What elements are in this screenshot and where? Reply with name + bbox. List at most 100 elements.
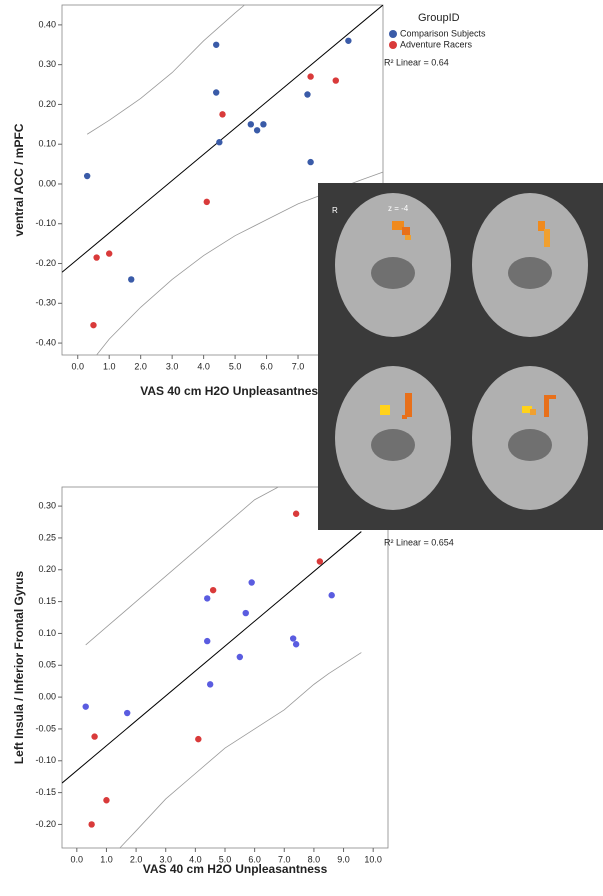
brain-panel: R z = -4 [318,183,603,530]
orientation-label: R [332,206,338,215]
plot-frame [61,4,384,356]
y-tick-label: 0.20 [38,564,56,574]
x-tick-label: 6.0 [260,361,273,371]
y-tick-label: 0.10 [38,628,56,638]
point [247,121,255,128]
y-axis-label: ventral ACC / mPFC [12,123,26,236]
point [91,733,98,740]
point [307,73,314,80]
x-tick-label: 7.0 [292,361,305,371]
r-squared-annotation: R² Linear = 0.64 [384,57,449,67]
point [248,579,255,586]
point [93,254,100,261]
x-tick-label: 8.0 [308,854,321,864]
x-axis-label: VAS 40 cm H2O Unpleasantness [143,862,328,876]
y-tick-label: 0.00 [38,178,56,188]
interval-line [85,487,279,646]
point [203,198,210,206]
point [124,709,131,717]
point [209,586,217,594]
point [304,91,311,98]
point [103,797,110,804]
fit-line [62,5,383,273]
x-tick-label: 3.0 [166,361,179,371]
interval-line [86,5,245,135]
x-tick-label: 2.0 [130,854,143,864]
y-tick-label: -0.40 [35,337,56,347]
point [242,609,249,617]
point [292,510,300,517]
x-tick-label: 1.0 [100,854,113,864]
point [204,637,211,645]
point [260,121,267,128]
point [292,641,300,648]
y-tick-label: 0.40 [38,19,56,29]
legend-title: GroupID [418,12,460,24]
x-tick-label: 4.0 [189,854,202,864]
y-tick-label: 0.05 [38,660,56,670]
interval-line [119,652,362,848]
point [332,77,339,84]
x-tick-label: 1.0 [103,361,116,371]
y-tick-label: -0.05 [35,723,56,733]
x-tick-label: 5.0 [229,361,242,371]
point [328,592,335,599]
y-axis-label: Left Insula / Inferior Frontal Gyrus [12,570,26,764]
x-tick-label: 2.0 [134,361,147,371]
chart: -0.20 -0.15 -0.10 -0.05 0.00 0.05 0.10 0.15 0.20… [12,486,454,876]
slice-label: z = -4 [388,204,409,213]
point [213,41,220,48]
r-squared-annotation: R² Linear = 0.654 [384,537,454,547]
point [106,250,113,257]
x-tick-label: 5.0 [219,854,232,864]
point [90,321,97,329]
point [195,735,202,743]
y-tick-label: -0.20 [35,819,56,829]
plot-area [62,5,383,355]
point [82,703,89,710]
x-tick-label: 7.0 [278,854,291,864]
brain-slices [335,193,588,510]
point [253,127,261,134]
legend-label: Adventure Racers [400,39,473,49]
point [88,821,95,828]
point [345,37,352,44]
point [289,635,297,642]
point [219,111,226,118]
y-tick-label: -0.30 [35,298,56,308]
point [204,595,211,602]
plot-area [62,487,362,848]
point [83,172,91,180]
point [316,558,324,565]
plot-frame [61,486,389,849]
y-tick-label: 0.30 [38,500,56,510]
y-tick-label: -0.20 [35,258,56,268]
point [236,653,244,661]
y-tick-label: 0.15 [38,596,56,606]
x-tick-label: 3.0 [159,854,172,864]
x-tick-label: 0.0 [71,854,84,864]
x-axis-label: VAS 40 cm H2O Unpleasantness [140,384,325,398]
point [128,276,135,283]
legend-label: Comparison Subjects [400,28,486,38]
chart: -0.40 -0.30 -0.20 -0.10 0.00 0.10 0.20 0.30 0.40… [12,4,486,398]
y-tick-label: 0.30 [38,59,56,69]
fit-line [62,531,362,784]
point [216,139,223,146]
point [213,89,220,96]
x-tick-label: 4.0 [197,361,210,371]
y-tick-label: -0.15 [35,787,56,797]
legend-swatch [389,30,397,38]
x-tick-label: 9.0 [337,854,350,864]
y-tick-label: 0.25 [38,532,56,542]
y-tick-label: 0.00 [38,691,56,701]
activation-blobs [380,221,556,419]
y-tick-label: -0.10 [35,755,56,765]
point [307,158,314,166]
x-tick-label: 10.0 [364,854,382,864]
y-tick-label: -0.10 [35,218,56,228]
y-tick-label: 0.20 [38,99,56,109]
x-tick-label: 0.0 [71,361,84,371]
